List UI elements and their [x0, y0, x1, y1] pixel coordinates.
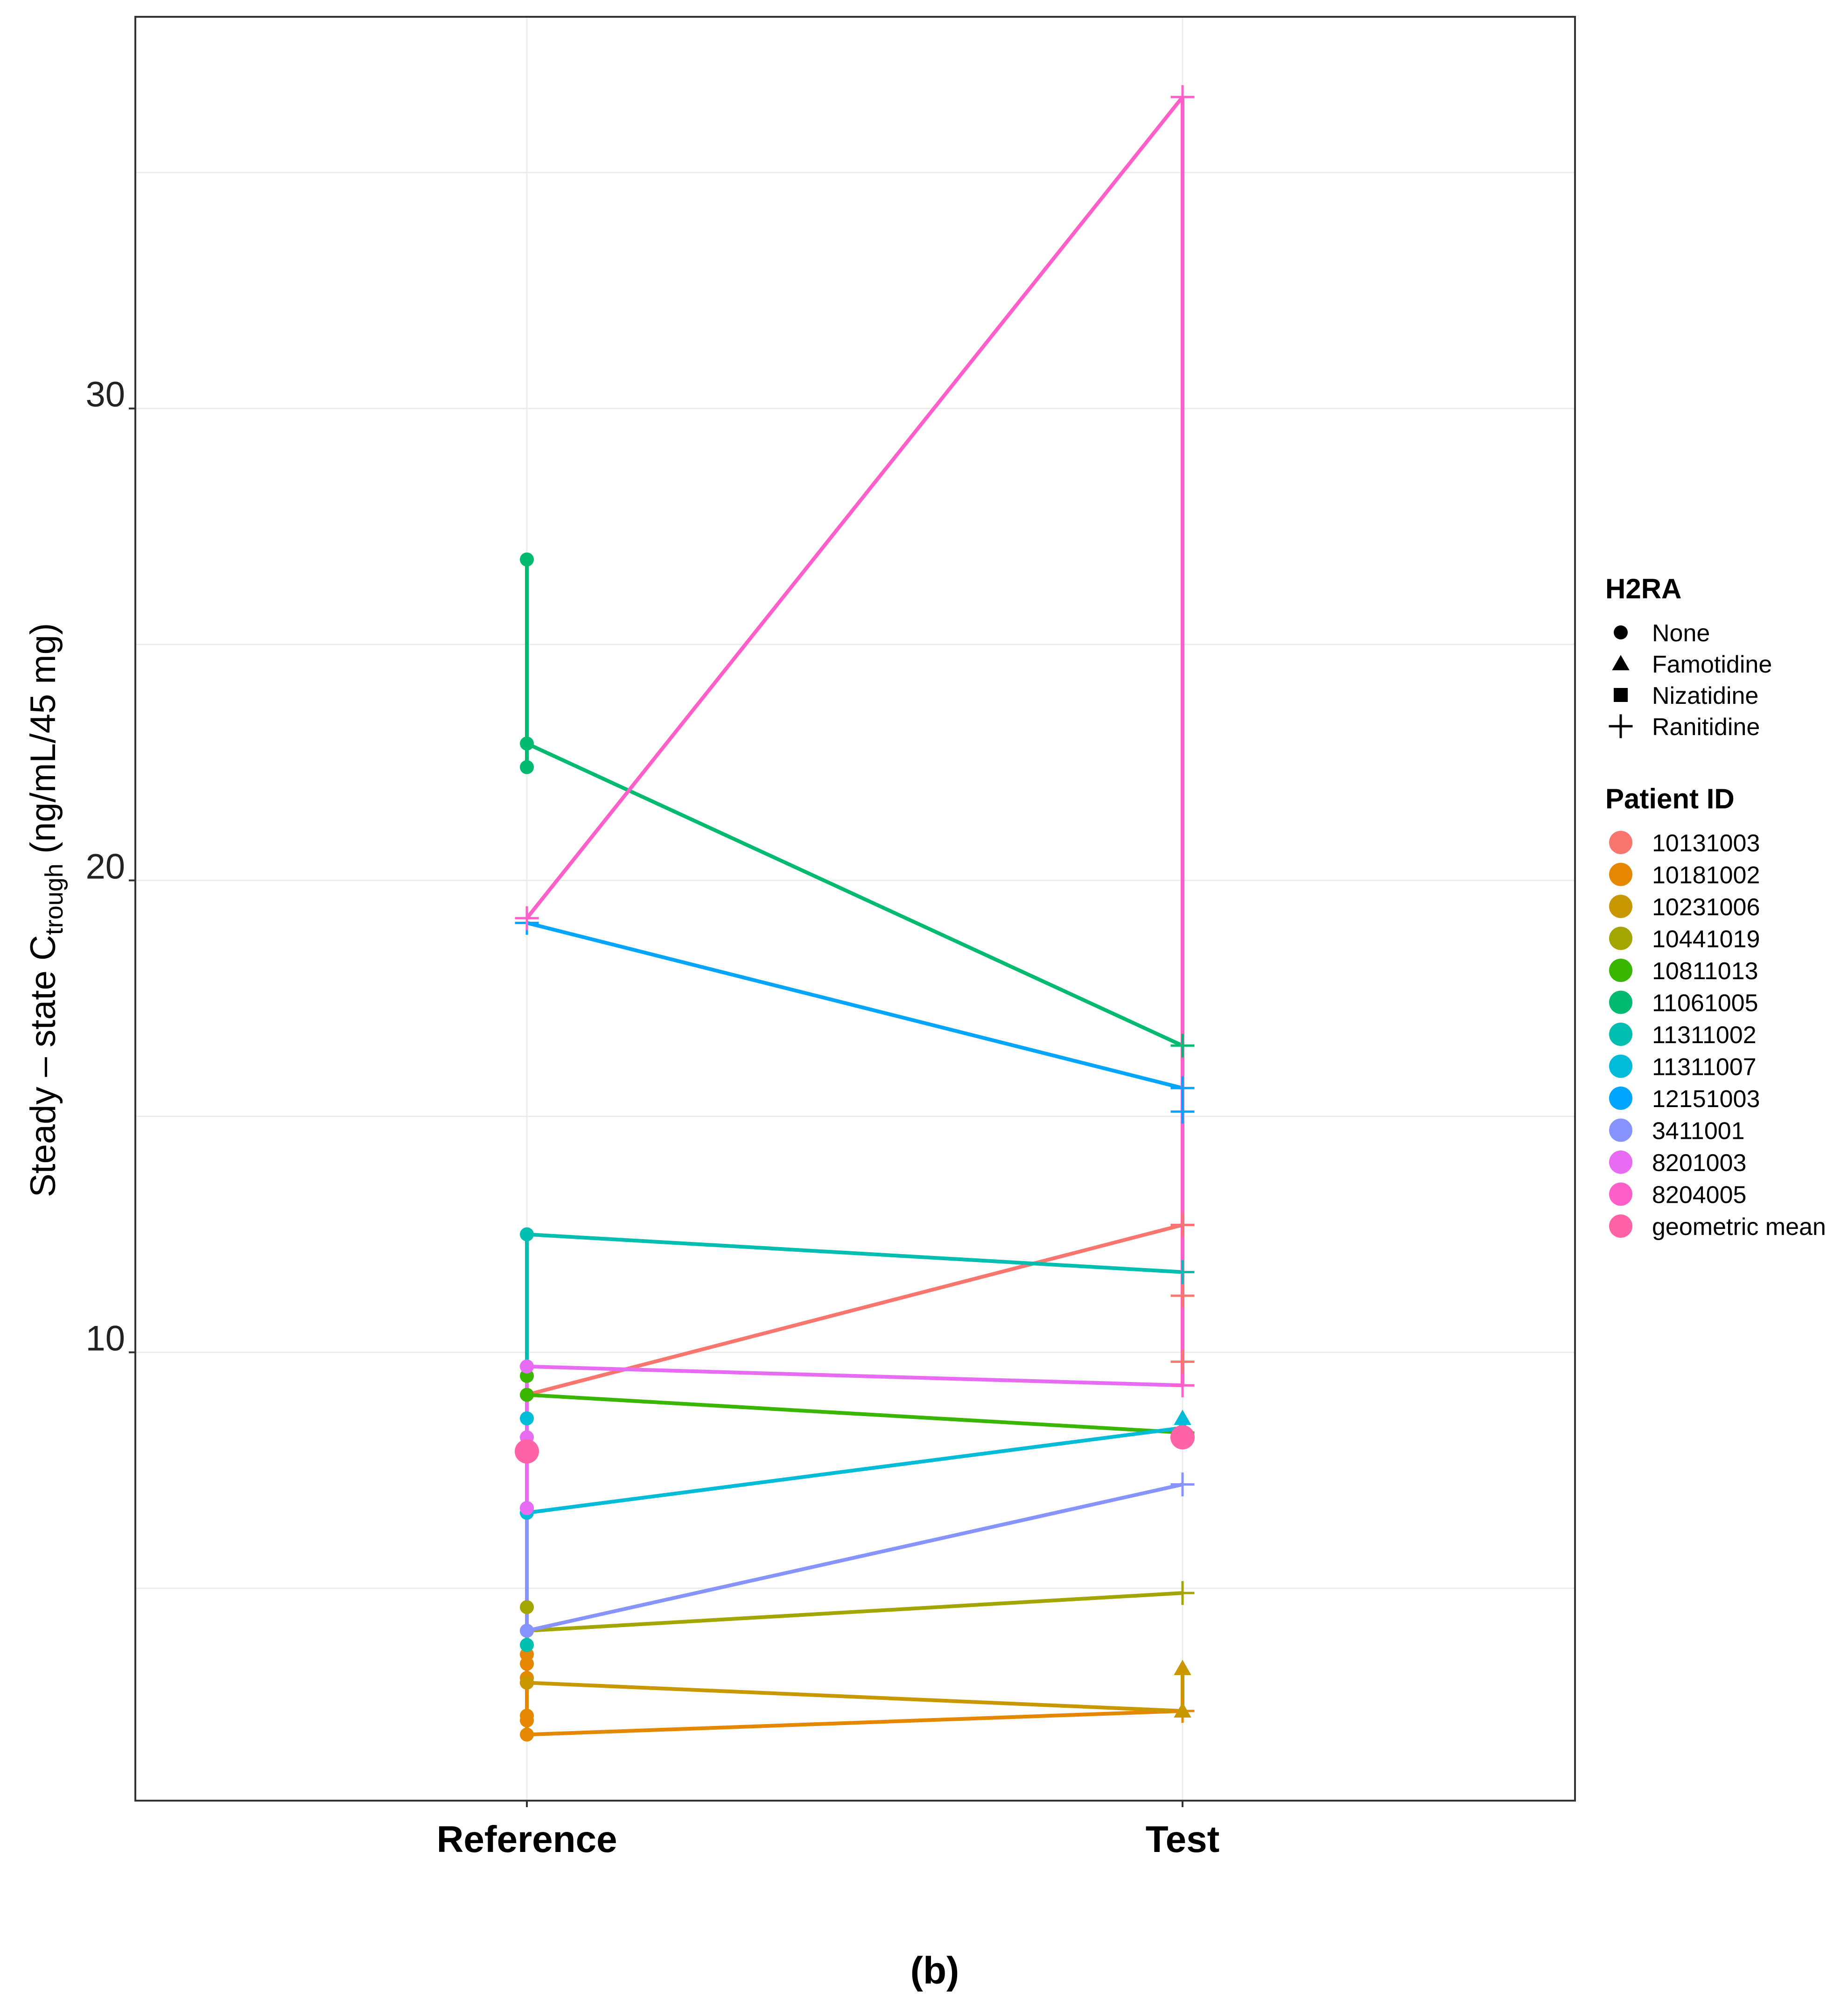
series-line	[525, 96, 1184, 919]
legend: H2RA None Famotidine Nizatidine Ranitidine Pa…	[1605, 573, 1826, 1241]
x-axis: Reference Test	[437, 1801, 1220, 1860]
shape-legend-key	[1609, 714, 1633, 738]
data-point	[1170, 1373, 1195, 1397]
data-point	[520, 1727, 534, 1742]
y-axis-label: Steady – state Ctrough (ng/mL/45 mg)	[23, 623, 68, 1197]
series-line	[526, 742, 1183, 1047]
color-legend-key	[1609, 1118, 1632, 1142]
color-legend-key	[1609, 1087, 1632, 1110]
color-legend-label: 10811013	[1652, 958, 1758, 985]
data-point	[1170, 1213, 1195, 1237]
series-line	[526, 1709, 1183, 1737]
data-point	[520, 1227, 534, 1241]
data-point	[520, 1388, 534, 1402]
data-point	[1174, 1660, 1191, 1675]
x-tick-label: Reference	[437, 1818, 617, 1860]
data-point	[1170, 1033, 1195, 1058]
data-point	[520, 1600, 534, 1614]
color-legend-key	[1609, 1150, 1632, 1174]
color-legend-label: 8201003	[1652, 1150, 1746, 1177]
data-markers	[515, 85, 1195, 1742]
geometric-mean-point	[1170, 1425, 1195, 1450]
y-tick-label: 30	[85, 375, 125, 414]
shape-legend-label: Ranitidine	[1652, 714, 1760, 741]
panel-label: (b)	[910, 1950, 959, 1992]
data-point	[520, 1411, 534, 1425]
color-legend-key	[1609, 1214, 1632, 1238]
data-point	[1170, 1581, 1195, 1605]
series-line	[526, 1681, 1183, 1713]
series-line	[526, 1364, 1183, 1388]
data-point	[1170, 1284, 1195, 1308]
color-legend-key	[1609, 831, 1632, 854]
shape-legend-key	[1614, 625, 1628, 639]
y-axis-label-subscript: trough	[40, 863, 68, 935]
data-point	[1174, 1410, 1191, 1425]
color-legend-key	[1609, 926, 1632, 950]
data-point	[1170, 1473, 1195, 1497]
color-legend-key	[1609, 959, 1632, 982]
y-axis-label-main: Steady – state C	[23, 935, 63, 1197]
plot-panel-border	[134, 16, 1576, 1802]
y-tick-label: 10	[85, 1319, 125, 1358]
data-point	[520, 1624, 534, 1638]
color-legend-label: 8204005	[1652, 1182, 1746, 1209]
color-legend-label: 10231006	[1652, 894, 1760, 921]
color-legend-label: 11311007	[1652, 1054, 1757, 1081]
shape-legend-title: H2RA	[1605, 573, 1681, 604]
color-legend-label: 10131003	[1652, 830, 1760, 857]
shape-legend-label: Famotidine	[1652, 651, 1772, 678]
color-legend-label: 10441019	[1652, 926, 1760, 953]
color-legend-key	[1609, 1182, 1632, 1206]
color-legend-label: 11061005	[1652, 990, 1758, 1017]
y-axis-label-units: (ng/mL/45 mg)	[23, 623, 63, 863]
shape-legend-key	[1614, 688, 1628, 702]
series-line	[526, 1223, 1183, 1397]
color-legend-key	[1609, 990, 1632, 1014]
shape-legend-label: None	[1652, 620, 1710, 647]
data-point	[520, 1501, 534, 1515]
x-tick-label: Test	[1146, 1818, 1220, 1860]
color-legend-label: 10181002	[1652, 862, 1760, 889]
series-line	[526, 921, 1183, 1090]
color-legend-label: 3411001	[1652, 1118, 1745, 1145]
data-point	[520, 1359, 534, 1374]
color-legend-key	[1609, 1023, 1632, 1046]
color-legend-label: 11311002	[1652, 1022, 1757, 1049]
color-legend-key	[1609, 895, 1632, 918]
data-point	[520, 760, 534, 774]
y-axis: 10 20 30	[85, 375, 135, 1358]
data-point	[520, 1638, 534, 1652]
data-point	[1170, 1350, 1195, 1374]
series-line	[526, 1591, 1183, 1633]
color-legend-label: 12151003	[1652, 1086, 1760, 1113]
series-lines	[525, 96, 1184, 1737]
shape-legend-label: Nizatidine	[1652, 682, 1758, 709]
color-legend-label: geometric mean	[1652, 1213, 1826, 1241]
series-line	[526, 1232, 1183, 1274]
data-point	[520, 1709, 534, 1723]
data-point	[1170, 1100, 1195, 1124]
shape-legend-key	[1612, 655, 1630, 671]
y-tick-label: 20	[85, 847, 125, 886]
data-point	[1170, 1260, 1195, 1284]
color-legend-title: Patient ID	[1605, 783, 1735, 814]
data-point	[520, 552, 534, 567]
data-point	[1170, 85, 1195, 109]
color-legend-key	[1609, 1054, 1632, 1078]
series-line	[526, 1482, 1183, 1633]
data-point	[1170, 1076, 1195, 1100]
data-point	[520, 736, 534, 751]
geometric-mean-point	[515, 1439, 539, 1464]
data-point	[520, 1676, 534, 1690]
data-point	[1174, 1702, 1191, 1718]
series-line	[526, 1393, 1183, 1435]
data-point	[515, 906, 539, 930]
color-legend-key	[1609, 863, 1632, 886]
series-line	[526, 1426, 1183, 1515]
